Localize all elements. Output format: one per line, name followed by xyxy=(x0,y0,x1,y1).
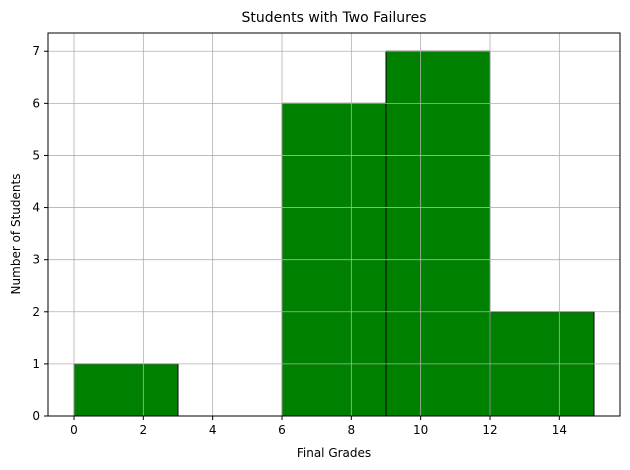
y-tick-label: 6 xyxy=(32,96,40,110)
y-tick-label: 5 xyxy=(32,148,40,162)
y-axis-label: Number of Students xyxy=(9,174,23,295)
y-tick-label: 1 xyxy=(32,357,40,371)
y-tick-label: 2 xyxy=(32,305,40,319)
x-tick-label: 10 xyxy=(413,423,428,437)
y-tick-label: 4 xyxy=(32,201,40,215)
y-tick-label: 0 xyxy=(32,409,40,423)
histogram-bar xyxy=(385,50,491,417)
x-tick-label: 14 xyxy=(552,423,567,437)
chart-title: Students with Two Failures xyxy=(241,10,426,26)
x-tick-label: 0 xyxy=(70,423,78,437)
y-tick-label: 7 xyxy=(32,44,40,58)
x-tick-label: 4 xyxy=(209,423,217,437)
histogram-bar xyxy=(73,363,179,417)
axes-frame xyxy=(47,32,621,417)
x-axis-label: Final Grades xyxy=(297,446,371,460)
x-tick-label: 8 xyxy=(348,423,356,437)
x-tick-label: 12 xyxy=(482,423,497,437)
x-tick-label: 6 xyxy=(278,423,286,437)
x-tick-label: 2 xyxy=(140,423,148,437)
y-tick-label: 3 xyxy=(32,253,40,267)
